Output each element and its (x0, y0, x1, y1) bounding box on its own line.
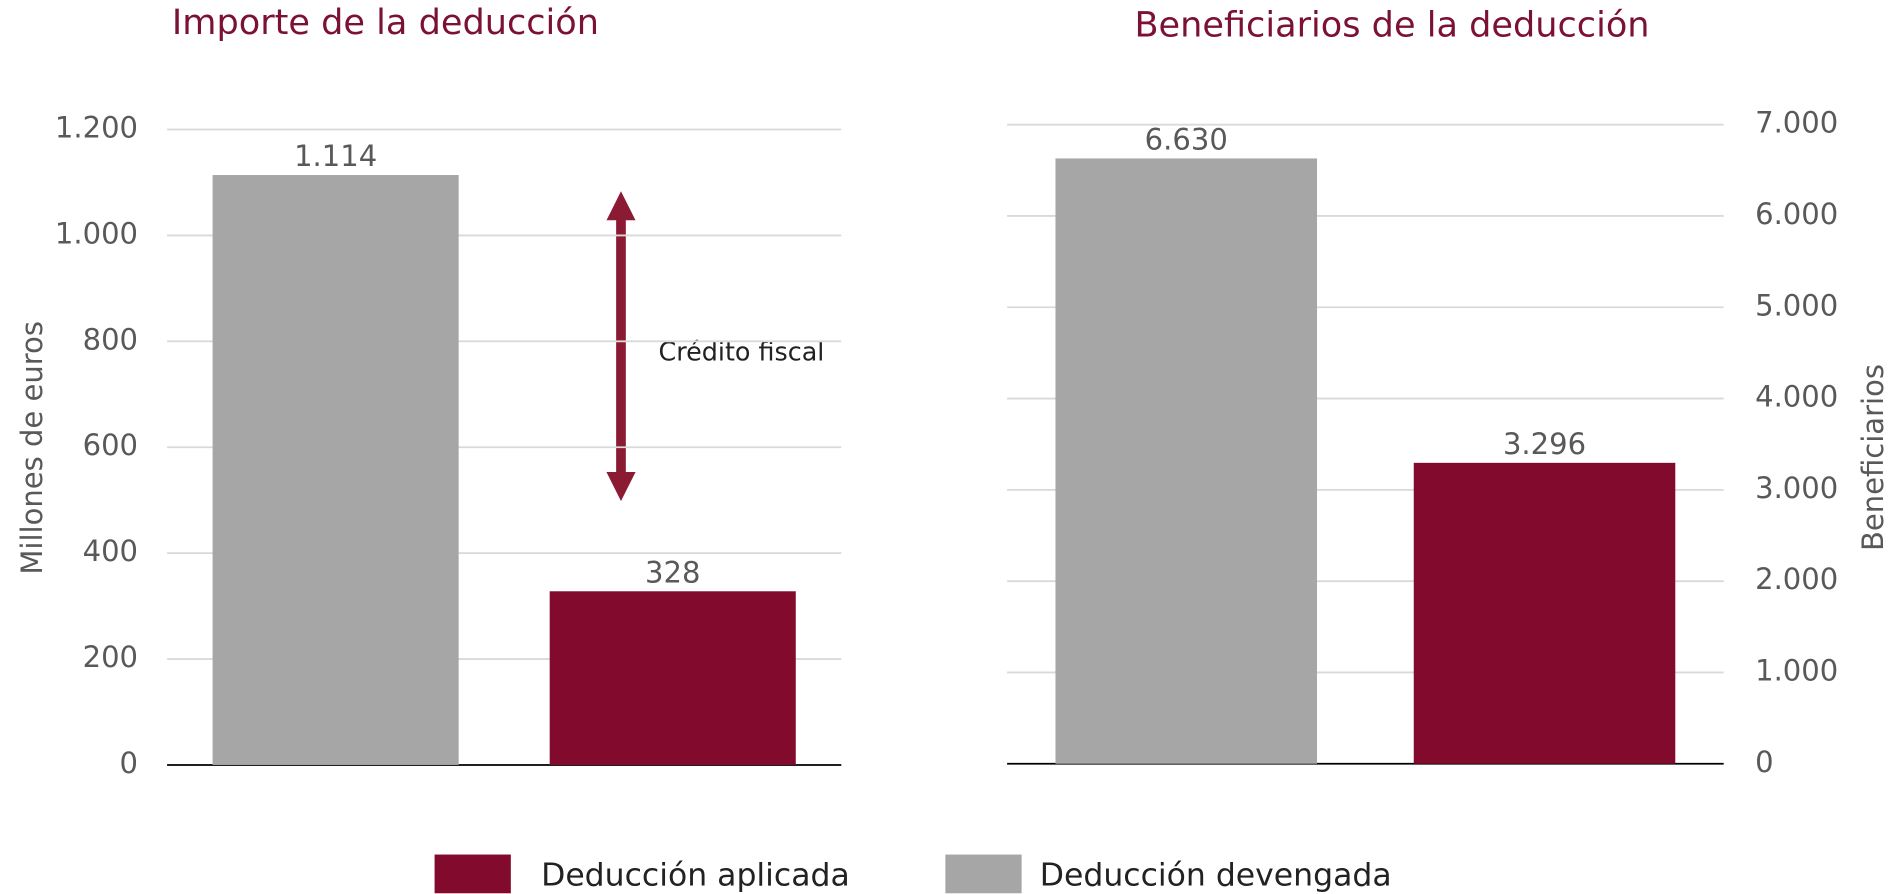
data-label: 1.114 (294, 139, 377, 173)
legend-label: Deducción devengada (1040, 857, 1392, 893)
y-tick-label: 2.000 (1755, 562, 1838, 596)
y-tick-label: 1.000 (55, 216, 138, 250)
y-tick-label: 3.000 (1755, 471, 1838, 505)
y-tick-label: 1.000 (1755, 653, 1838, 687)
y-tick-label: 800 (83, 322, 138, 356)
bar (212, 175, 459, 765)
y2-axis-label: Beneficiarios (1856, 364, 1890, 551)
chart-title: Importe de la deducción (172, 2, 599, 43)
bar (1055, 158, 1318, 764)
legend-swatch (434, 854, 511, 894)
y-axis-label: Millones de euros (15, 321, 49, 575)
y-tick-label: 6.000 (1755, 197, 1838, 231)
y-tick-label: 1.200 (55, 111, 138, 145)
y-tick-label: 5.000 (1755, 288, 1838, 322)
y-tick-label: 600 (83, 428, 138, 462)
y-tick-label: 200 (83, 640, 138, 674)
y-tick-label: 0 (120, 746, 138, 780)
legend-label: Deducción aplicada (541, 857, 850, 893)
y-tick-label: 4.000 (1755, 380, 1838, 414)
y-tick-label: 0 (1755, 745, 1773, 779)
data-label: 6.630 (1145, 123, 1228, 157)
chart-title: Beneficiarios de la deducción (1134, 5, 1649, 46)
bar (549, 591, 796, 765)
y-tick-label: 7.000 (1755, 106, 1838, 140)
bar (1413, 462, 1676, 764)
data-label: 3.296 (1503, 427, 1586, 461)
y-tick-label: 400 (83, 534, 138, 568)
data-label: 328 (645, 555, 700, 589)
legend-swatch (945, 854, 1022, 894)
